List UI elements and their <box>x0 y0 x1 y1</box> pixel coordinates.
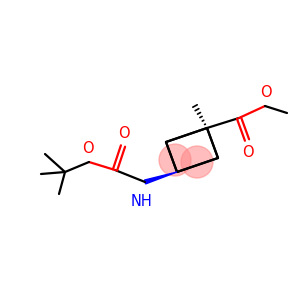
Text: NH: NH <box>131 194 153 209</box>
Circle shape <box>159 144 191 176</box>
Text: O: O <box>82 141 94 156</box>
Text: O: O <box>260 85 272 100</box>
Text: O: O <box>118 126 130 141</box>
Text: O: O <box>242 145 254 160</box>
Circle shape <box>181 146 213 178</box>
Polygon shape <box>144 172 177 184</box>
